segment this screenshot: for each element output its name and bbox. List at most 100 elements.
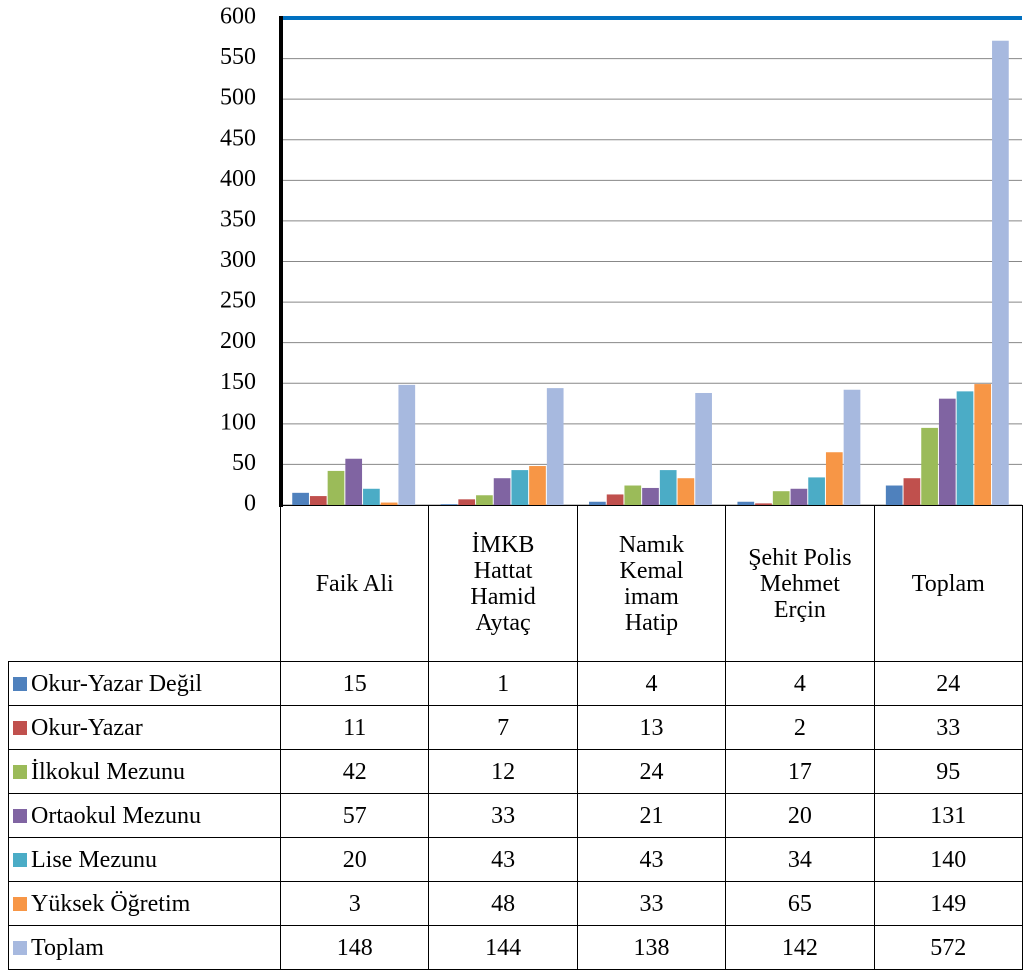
bar — [493, 478, 511, 505]
table-value: 43 — [576, 837, 727, 882]
y-tick-label: 250 — [220, 288, 256, 314]
bar — [458, 499, 476, 505]
bar — [606, 494, 624, 505]
legend-label: Toplam — [31, 934, 104, 961]
table-value: 149 — [873, 881, 1023, 926]
category-header: Şehit Polis Mehmet Erçin — [725, 505, 875, 662]
legend-swatch — [13, 896, 27, 911]
legend-cell: Yüksek Öğretim — [8, 881, 281, 926]
table-value: 24 — [873, 661, 1023, 706]
table-value: 4 — [725, 661, 875, 706]
y-tick-label: 450 — [220, 125, 256, 151]
bar — [511, 470, 529, 505]
bar — [772, 491, 790, 505]
legend-label: Ortaokul Mezunu — [31, 802, 201, 829]
bar — [589, 501, 606, 505]
bar — [292, 492, 309, 505]
bar — [695, 392, 712, 505]
table-value: 15 — [280, 661, 430, 706]
bar — [755, 503, 772, 505]
category-label: İMKB Hattat Hamid Aytaç — [470, 531, 536, 636]
legend-swatch — [13, 764, 27, 779]
bar — [956, 391, 974, 505]
bar — [476, 495, 493, 505]
table-value: 34 — [725, 837, 875, 882]
y-tick-label: 600 — [220, 4, 256, 30]
bar — [529, 466, 546, 505]
legend-label: Lise Mezunu — [31, 846, 157, 873]
bar — [992, 40, 1009, 506]
legend-label: İlkokul Mezunu — [31, 758, 185, 785]
table-value: 17 — [725, 749, 875, 794]
table-value: 2 — [725, 705, 875, 750]
legend-swatch — [13, 676, 27, 691]
bar — [921, 427, 938, 505]
y-tick-label: 300 — [220, 247, 256, 273]
table-value: 131 — [873, 793, 1023, 838]
table-value: 95 — [873, 749, 1023, 794]
table-value: 572 — [873, 925, 1023, 970]
bar — [659, 470, 677, 505]
bar — [345, 458, 363, 505]
table-value: 3 — [280, 881, 430, 926]
bar — [885, 485, 903, 505]
bar — [974, 384, 992, 505]
legend-swatch — [13, 940, 27, 955]
bar — [642, 487, 659, 505]
legend-cell: Lise Mezunu — [8, 837, 281, 882]
bar — [677, 478, 695, 505]
table-value: 142 — [725, 925, 875, 970]
y-tick-label: 200 — [220, 328, 256, 354]
y-tick-label: 500 — [220, 85, 256, 111]
category-label: Şehit Polis Mehmet Erçin — [748, 544, 852, 623]
table-value: 1 — [428, 661, 578, 706]
table-value: 20 — [725, 793, 875, 838]
bar — [903, 478, 921, 505]
table-value: 33 — [428, 793, 578, 838]
legend-label: Okur-Yazar Değil — [31, 670, 203, 697]
legend-cell: İlkokul Mezunu — [8, 749, 281, 794]
legend-swatch — [13, 852, 27, 867]
bar — [624, 485, 642, 505]
category-header: Namık Kemal imam Hatip — [576, 505, 727, 662]
table-value: 144 — [428, 925, 578, 970]
bar — [790, 488, 808, 505]
category-header: İMKB Hattat Hamid Aytaç — [428, 505, 578, 662]
table-value: 11 — [280, 705, 430, 750]
table-value: 12 — [428, 749, 578, 794]
category-label: Faik Ali — [315, 570, 394, 597]
table-value: 4 — [576, 661, 727, 706]
table-value: 138 — [576, 925, 727, 970]
y-tick-label: 550 — [220, 44, 256, 70]
table-value: 48 — [428, 881, 578, 926]
legend-cell: Toplam — [8, 925, 281, 970]
table-value: 13 — [576, 705, 727, 750]
category-header: Faik Ali — [280, 505, 430, 662]
legend-swatch — [13, 808, 27, 823]
table-value: 65 — [725, 881, 875, 926]
bar — [843, 389, 861, 505]
category-label: Toplam — [911, 570, 985, 597]
legend-cell: Ortaokul Mezunu — [8, 793, 281, 838]
table-value: 42 — [280, 749, 430, 794]
table-value: 24 — [576, 749, 727, 794]
table-value: 20 — [280, 837, 430, 882]
table-value: 43 — [428, 837, 578, 882]
table-value: 148 — [280, 925, 430, 970]
bar — [380, 502, 398, 505]
legend-swatch — [13, 720, 27, 735]
table-value: 7 — [428, 705, 578, 750]
category-label: Namık Kemal imam Hatip — [618, 531, 685, 636]
bar — [398, 384, 416, 505]
bar — [825, 452, 843, 505]
table-value: 21 — [576, 793, 727, 838]
bar — [327, 470, 345, 505]
bar — [363, 488, 380, 505]
legend-cell: Okur-Yazar Değil — [8, 661, 281, 706]
legend-label: Okur-Yazar — [31, 714, 143, 741]
bar — [309, 496, 327, 505]
table-value: 33 — [576, 881, 727, 926]
legend-cell: Okur-Yazar — [8, 705, 281, 750]
y-tick-label: 0 — [244, 491, 256, 517]
